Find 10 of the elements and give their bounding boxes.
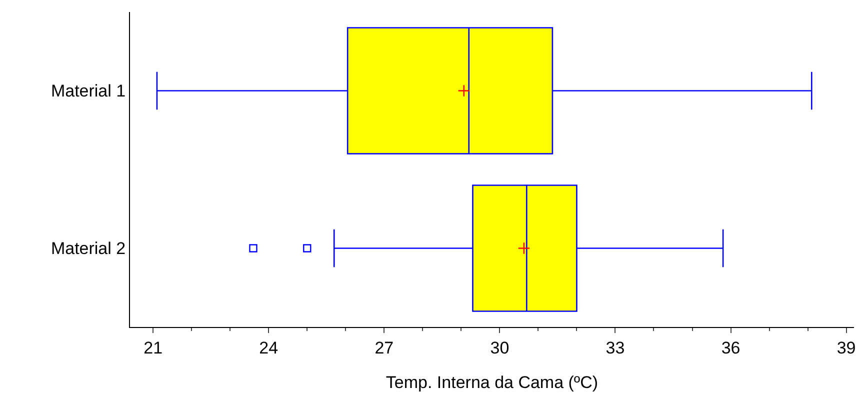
x-tick-label: 27 bbox=[374, 338, 394, 358]
x-axis-title: Temp. Interna da Cama (ºC) bbox=[386, 373, 598, 392]
y-tick-label: Material 2 bbox=[50, 239, 126, 258]
x-tick-label: 30 bbox=[490, 338, 510, 358]
x-tick-label: 24 bbox=[259, 338, 278, 358]
x-tick-label: 39 bbox=[836, 338, 856, 358]
y-tick-label: Material 1 bbox=[50, 82, 126, 101]
x-tick-label: 36 bbox=[721, 338, 740, 358]
x-tick-label: 21 bbox=[144, 338, 163, 358]
x-tick-label: 33 bbox=[606, 338, 625, 358]
